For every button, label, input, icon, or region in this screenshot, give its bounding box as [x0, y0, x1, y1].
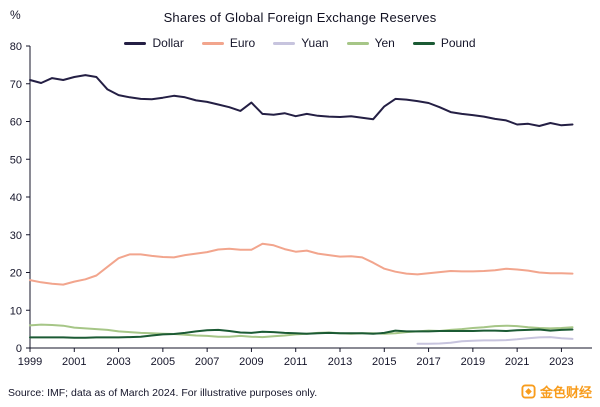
x-tick-label: 2017 [416, 356, 440, 368]
jinse-logo-icon [521, 384, 536, 399]
x-tick-label: 2007 [195, 356, 219, 368]
x-tick-label: 2021 [505, 356, 529, 368]
series-line-yuan [416, 336, 574, 345]
x-tick-label: 2001 [62, 356, 86, 368]
y-tick-label: 20 [10, 268, 22, 280]
y-tick-label: 60 [10, 117, 22, 129]
chart-title: Shares of Global Foreign Exchange Reserv… [163, 10, 437, 25]
y-tick-label: 10 [10, 305, 22, 317]
y-tick-label: 80 [10, 41, 22, 53]
y-tick-label: 0 [16, 343, 22, 355]
y-tick-label: 30 [10, 230, 22, 242]
x-tick-label: 2013 [328, 356, 352, 368]
x-tick-label: 2003 [106, 356, 130, 368]
jinse-logo-text: 金色财经 [539, 385, 592, 400]
series-line-pound [29, 328, 574, 339]
y-axis-unit-label: % [10, 8, 21, 22]
legend-label-yen: Yen [374, 36, 395, 50]
x-tick-label: 2023 [549, 356, 573, 368]
x-tick-label: 2015 [372, 356, 396, 368]
legend-label-euro: Euro [229, 36, 256, 50]
legend-swatch-euro [201, 41, 224, 45]
legend-label-dollar: Dollar [152, 36, 184, 50]
x-tick-label: 2011 [284, 356, 308, 368]
legend-label-yuan: Yuan [301, 36, 329, 50]
y-tick-label: 50 [10, 154, 22, 166]
legend-item-dollar: Dollar [124, 36, 184, 50]
x-tick-label: 2019 [461, 356, 485, 368]
legend-swatch-dollar [124, 41, 147, 45]
legend-item-pound: Pound [412, 36, 476, 50]
x-tick-label: 1999 [18, 356, 42, 368]
y-tick-label: 40 [10, 192, 22, 204]
legend-item-yen: Yen [346, 36, 395, 50]
legend-swatch-pound [412, 41, 435, 45]
line-chart: 0 10 20 30 40 50 60 70 80 1999 2001 2003 2005 2007 200… [10, 41, 592, 368]
legend-swatch-yuan [273, 41, 296, 45]
jinse-logo: 金色财经 [521, 382, 592, 401]
legend-swatch-yen [346, 41, 369, 45]
x-tick-label: 2005 [151, 356, 175, 368]
series-line-dollar [29, 74, 574, 127]
chart-legend: Dollar Euro Yuan Yen Pound [0, 36, 600, 50]
legend-label-pound: Pound [440, 36, 476, 50]
series-line-euro [29, 242, 574, 286]
legend-item-euro: Euro [201, 36, 256, 50]
x-tick-label: 2009 [239, 356, 263, 368]
y-tick-label: 70 [10, 79, 22, 91]
legend-item-yuan: Yuan [273, 36, 329, 50]
source-note: Source: IMF; data as of March 2024. For … [8, 387, 318, 399]
